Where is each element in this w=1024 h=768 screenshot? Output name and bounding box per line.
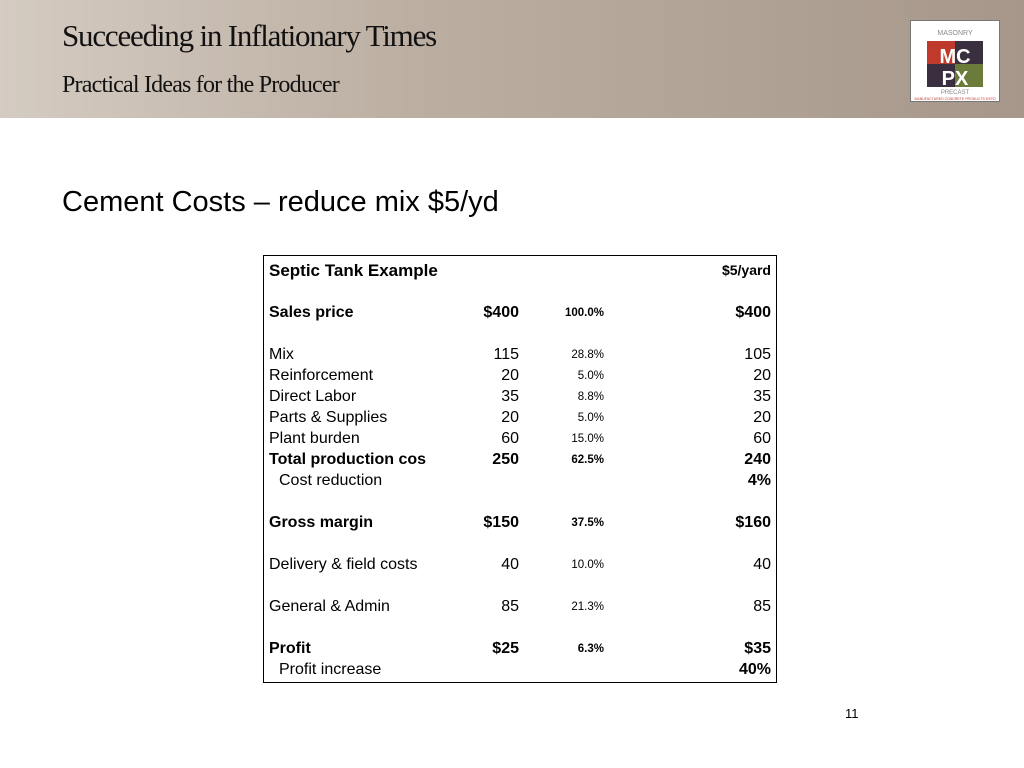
logo-text: MANUFACTURED CONCRETE PRODUCTS EXPO [914,97,995,101]
amount: $150 [483,514,519,531]
header-band: Succeeding in Inflationary Times Practic… [0,0,1024,118]
row-label: Plant burden [269,430,360,447]
row-label: Sales price [269,304,354,321]
amount: 250 [492,451,519,468]
new-value: $400 [735,304,771,321]
new-value: 85 [753,598,771,615]
new-value: 20 [753,409,771,426]
logo-letters: MC [939,46,970,68]
row-label: Delivery & field costs [269,556,418,573]
subtitle: Practical Ideas for the Producer [62,72,340,98]
new-value: $160 [735,514,771,531]
new-value: 40% [738,661,771,678]
title: Succeeding in Inflationary Times [62,18,437,53]
amount: 60 [501,430,519,447]
percent: 10.0% [571,559,604,571]
new-value: 40 [753,556,771,573]
percent: 15.0% [571,433,604,445]
row-label: Mix [269,346,294,363]
amount: $400 [483,304,519,321]
new-value: $5/yard [721,262,771,278]
percent: 37.5% [571,517,604,529]
slide-number: 11 [845,706,859,721]
amount: 20 [501,367,519,384]
logo: MASONRY MC PX PRECAST MANUFACTURED CONCR… [910,20,1000,102]
amount: 20 [501,409,519,426]
row-label: Gross margin [269,514,374,531]
amount: 40 [501,556,519,573]
logo-text: PRECAST [941,90,970,96]
percent: 5.0% [577,370,604,382]
new-value: $35 [744,640,771,657]
table: Septic Tank Example $5/yard Sales price $40… [263,255,777,683]
amount: $25 [492,640,519,657]
row-label: Cost reduction [279,472,383,489]
new-value: 4% [747,472,771,489]
percent: 62.5% [571,454,604,466]
row-label: Profit increase [279,661,382,678]
row-label: General & Admin [269,598,390,615]
percent: 100.0% [564,307,604,319]
percent: 28.8% [571,349,604,361]
new-value: 60 [753,430,771,447]
row-label: Parts & Supplies [269,409,388,426]
new-value: 35 [753,388,771,405]
row-label: Direct Labor [269,388,357,405]
percent: 21.3% [571,601,604,613]
percent: 6.3% [577,643,604,655]
logo-cell [927,41,955,64]
heading: Cement Costs – reduce mix $5/yd [62,186,499,218]
new-value: 20 [753,367,771,384]
logo-letters: PX [942,68,969,90]
percent: 5.0% [577,412,604,424]
new-value: 105 [744,346,771,363]
percent: 8.8% [577,391,604,403]
row-label: Profit [269,640,311,657]
new-value: 240 [744,451,771,468]
amount: 115 [493,346,519,363]
row-label: Reinforcement [269,367,374,384]
logo-cell [955,64,983,87]
logo-text: MASONRY [937,30,973,37]
row-label: Septic Tank Example [269,261,438,280]
amount: 35 [501,388,519,405]
amount: 85 [501,598,519,615]
row-label: Total production cos [269,451,427,468]
